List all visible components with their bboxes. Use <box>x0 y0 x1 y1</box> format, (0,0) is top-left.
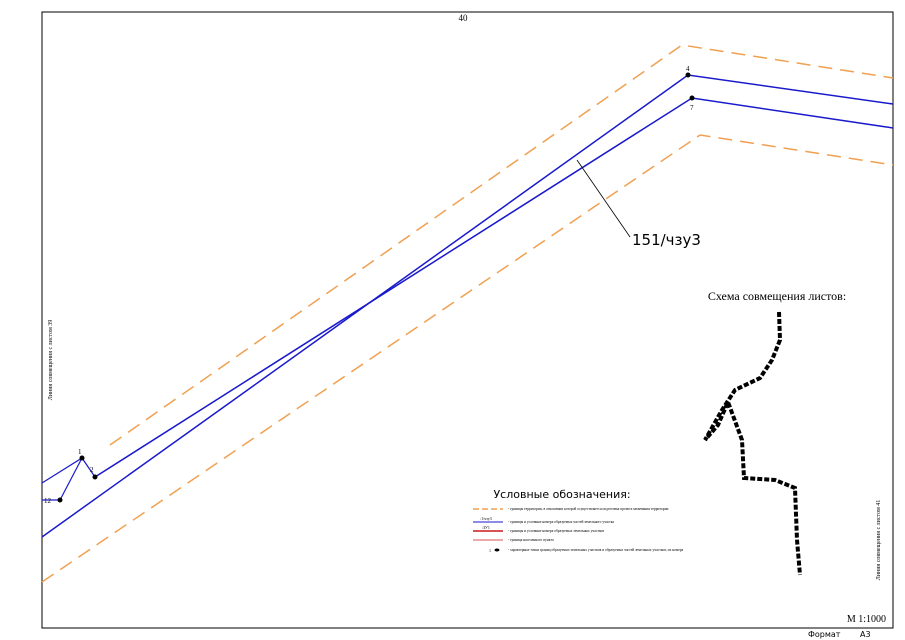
point-marker <box>689 95 695 101</box>
legend-text: - граница населенного пункта <box>508 538 554 542</box>
scale: М 1:1000 <box>847 614 886 625</box>
parcel-label: 151/чзу3 <box>632 231 701 249</box>
leader-line <box>576 159 631 238</box>
legend-sample <box>494 548 500 552</box>
legend-sample-label: :ЗУ1 <box>482 525 490 530</box>
point-marker <box>92 474 98 480</box>
legend-title: Условные обозначения: <box>493 488 630 501</box>
sheet-frame <box>41 11 894 629</box>
legend-sample-label: 1 <box>489 548 491 553</box>
point-marker <box>79 455 85 461</box>
format-size: А3 <box>860 630 871 639</box>
point-label: 12 <box>44 497 52 505</box>
point-label: 7 <box>690 104 694 112</box>
point-label: 1 <box>78 448 82 456</box>
legend-text: - границы территории, в отношении которо… <box>508 507 669 512</box>
overview-sheets <box>703 311 802 576</box>
territory-boundary <box>109 44 894 446</box>
point-marker <box>57 497 63 503</box>
legend-text: - характерные точки границ образуемых зе… <box>508 548 684 553</box>
point-label: 2 <box>90 466 94 474</box>
overview-title: Схема совмещения листов: <box>708 289 846 303</box>
point-label: 4 <box>686 65 690 73</box>
legend: Условные обозначения: - границы территор… <box>473 488 684 553</box>
sheet-number: 40 <box>459 13 469 23</box>
edge-label: Линия совмещения с листом 39 <box>48 320 54 401</box>
legend-sample-label: :1/чзу3 <box>480 516 492 521</box>
edge-label: Линия совмещения с листом 41 <box>876 500 882 581</box>
legend-text: - границы и условные номера образуемых ч… <box>508 520 614 524</box>
parcel-boundary <box>41 457 96 484</box>
legend-text: - границы и условные номера образуемых з… <box>508 529 604 533</box>
format-label: Формат <box>808 630 841 639</box>
parcel-boundary <box>94 97 894 478</box>
parcel-boundary <box>41 74 894 538</box>
point-marker <box>685 72 691 78</box>
territory-boundary <box>41 134 894 583</box>
